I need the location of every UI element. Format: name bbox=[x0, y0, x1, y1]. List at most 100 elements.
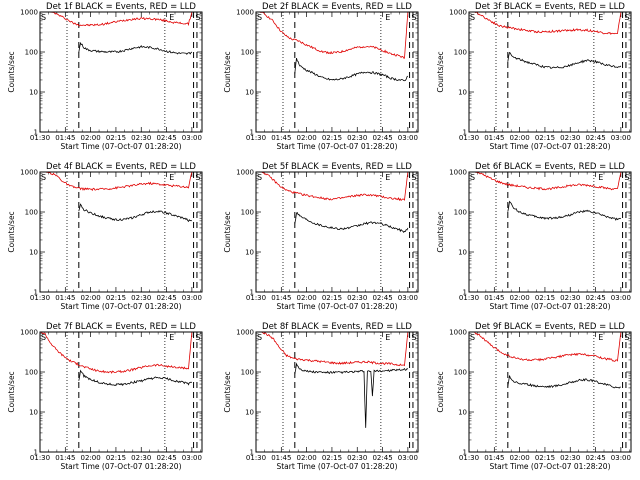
marker-e-label: E bbox=[169, 13, 174, 22]
y-tick-label: 1000 bbox=[20, 329, 38, 337]
y-tick-label: 10 bbox=[458, 249, 467, 257]
panel-det-7: Det 7f BLACK = Events, RED = LLD Counts/s… bbox=[7, 322, 203, 471]
marker-e-label: E bbox=[169, 173, 174, 182]
y-axis-label: Counts/sec bbox=[223, 51, 232, 92]
x-tick-label: 01:30 bbox=[30, 294, 50, 302]
x-tick-label: 02:15 bbox=[322, 294, 342, 302]
series-lld-line bbox=[256, 331, 418, 367]
y-axis-label: Counts/sec bbox=[7, 211, 16, 252]
y-tick-label: 100 bbox=[454, 49, 467, 57]
x-tick-label: 02:15 bbox=[535, 454, 555, 462]
panel-title: Det 8f BLACK = Events, RED = LLD bbox=[262, 322, 412, 332]
x-tick-label: 02:45 bbox=[156, 294, 176, 302]
y-tick-label: 1 bbox=[34, 289, 38, 297]
marker-s-label: S bbox=[411, 333, 416, 342]
plot-frame bbox=[468, 331, 632, 453]
x-axis-label: Start Time (07-Oct-07 01:28:20) bbox=[489, 302, 610, 311]
x-axis-label: Start Time (07-Oct-07 01:28:20) bbox=[489, 462, 610, 471]
marker-e-label: E bbox=[598, 13, 603, 22]
x-tick-label: 02:00 bbox=[510, 134, 530, 142]
plot-frame bbox=[39, 11, 203, 133]
marker-e-label: E bbox=[385, 173, 390, 182]
x-tick-label: 01:30 bbox=[30, 454, 50, 462]
x-axis-label: Start Time (07-Oct-07 01:28:20) bbox=[60, 462, 181, 471]
series-lld-line bbox=[469, 11, 631, 35]
x-tick-label: 02:30 bbox=[131, 134, 151, 142]
x-tick-label: 02:15 bbox=[106, 134, 126, 142]
y-axis-label: Counts/sec bbox=[436, 211, 445, 252]
panel-title: Det 9f BLACK = Events, RED = LLD bbox=[475, 322, 625, 332]
x-tick-label: 02:15 bbox=[106, 454, 126, 462]
x-tick-label: 02:15 bbox=[322, 454, 342, 462]
x-tick-label: 01:45 bbox=[271, 454, 291, 462]
y-tick-label: 10 bbox=[245, 409, 254, 417]
series-events-line bbox=[294, 57, 409, 82]
x-tick-label: 02:45 bbox=[156, 454, 176, 462]
x-tick-label: 02:00 bbox=[297, 134, 317, 142]
series-lld-line bbox=[469, 171, 631, 191]
y-tick-label: 1000 bbox=[20, 9, 38, 17]
panel-det-2: Det 2f BLACK = Events, RED = LLD Counts/s… bbox=[223, 2, 419, 151]
series-events-line bbox=[78, 369, 192, 387]
x-axis-label: Start Time (07-Oct-07 01:28:20) bbox=[276, 462, 397, 471]
panel-title: Det 3f BLACK = Events, RED = LLD bbox=[475, 2, 625, 12]
y-tick-label: 1 bbox=[463, 449, 467, 457]
panel-title: Det 2f BLACK = Events, RED = LLD bbox=[262, 2, 412, 12]
x-axis-label: Start Time (07-Oct-07 01:28:20) bbox=[60, 142, 181, 151]
y-tick-label: 10 bbox=[458, 89, 467, 97]
x-axis-label: Start Time (07-Oct-07 01:28:20) bbox=[489, 142, 610, 151]
x-tick-label: 01:30 bbox=[459, 134, 479, 142]
y-axis-label: Counts/sec bbox=[7, 51, 16, 92]
series-events-line bbox=[78, 41, 193, 55]
y-tick-label: 1000 bbox=[236, 329, 254, 337]
marker-s-label: S bbox=[41, 333, 46, 342]
y-tick-label: 10 bbox=[245, 249, 254, 257]
x-tick-label: 01:45 bbox=[55, 134, 75, 142]
panel-det-5: Det 5f BLACK = Events, RED = LLD Counts/s… bbox=[223, 162, 419, 311]
x-tick-label: 02:00 bbox=[510, 454, 530, 462]
y-tick-label: 100 bbox=[25, 49, 38, 57]
y-tick-label: 1000 bbox=[20, 169, 38, 177]
marker-e-label: E bbox=[598, 173, 603, 182]
x-tick-label: 02:30 bbox=[560, 454, 580, 462]
panel-title: Det 6f BLACK = Events, RED = LLD bbox=[475, 162, 625, 172]
x-tick-label: 03:00 bbox=[398, 134, 418, 142]
series-lld-line bbox=[39, 331, 202, 374]
x-tick-label: 02:45 bbox=[585, 454, 605, 462]
x-tick-label: 02:30 bbox=[347, 134, 367, 142]
marker-s-label: S bbox=[41, 173, 46, 182]
x-tick-label: 01:30 bbox=[246, 454, 266, 462]
series-events-line bbox=[78, 203, 193, 223]
panel-det-4: Det 4f BLACK = Events, RED = LLD Counts/s… bbox=[7, 162, 203, 311]
x-tick-label: 01:30 bbox=[246, 294, 266, 302]
y-tick-label: 100 bbox=[241, 209, 254, 217]
y-tick-label: 10 bbox=[458, 409, 467, 417]
y-tick-label: 1 bbox=[34, 129, 38, 137]
series-events-line bbox=[507, 200, 622, 221]
x-tick-label: 03:00 bbox=[611, 134, 631, 142]
y-tick-label: 1000 bbox=[449, 169, 467, 177]
x-tick-label: 02:00 bbox=[297, 294, 317, 302]
x-tick-label: 02:00 bbox=[510, 294, 530, 302]
plot-frame bbox=[255, 171, 419, 293]
marker-s-label: S bbox=[624, 333, 629, 342]
x-tick-label: 02:15 bbox=[535, 294, 555, 302]
panel-title: Det 1f BLACK = Events, RED = LLD bbox=[46, 2, 196, 12]
series-lld-line bbox=[40, 11, 202, 27]
plot-frame bbox=[468, 11, 632, 133]
x-tick-label: 03:00 bbox=[398, 454, 418, 462]
panel-det-3: Det 3f BLACK = Events, RED = LLD Counts/s… bbox=[436, 2, 632, 151]
x-tick-label: 03:00 bbox=[182, 294, 202, 302]
x-tick-label: 02:45 bbox=[372, 134, 392, 142]
x-tick-label: 02:30 bbox=[347, 294, 367, 302]
y-tick-label: 10 bbox=[29, 409, 38, 417]
marker-e-label: E bbox=[169, 333, 174, 342]
y-axis-label: Counts/sec bbox=[223, 371, 232, 412]
y-tick-label: 1 bbox=[250, 289, 254, 297]
x-tick-label: 02:00 bbox=[81, 454, 101, 462]
marker-s-label: S bbox=[257, 333, 262, 342]
y-tick-label: 10 bbox=[29, 89, 38, 97]
plot-frame bbox=[468, 171, 632, 293]
series-lld-line bbox=[40, 171, 202, 192]
